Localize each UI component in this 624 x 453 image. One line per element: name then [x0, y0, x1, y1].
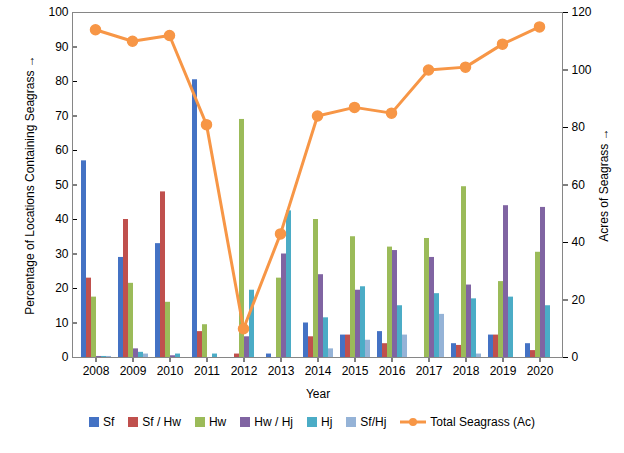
svg-text:Percentage of Locations Contai: Percentage of Locations Containing Seagr… [23, 55, 37, 315]
svg-text:2008: 2008 [83, 364, 110, 378]
svg-text:2012: 2012 [231, 364, 258, 378]
html-text:Hj: Hj [321, 415, 333, 429]
svg-text:60: 60 [572, 178, 586, 192]
svg-text:2017: 2017 [416, 364, 443, 378]
svg-text:Year: Year [306, 387, 330, 401]
svg-text:20: 20 [572, 293, 586, 307]
svg-text:2019: 2019 [490, 364, 517, 378]
svg-text:2013: 2013 [268, 364, 295, 378]
svg-text:40: 40 [572, 235, 586, 249]
html-text:Sf / Hw: Sf / Hw [142, 415, 181, 429]
html-text:Sf/Hj: Sf/Hj [360, 415, 387, 429]
svg-text:0: 0 [62, 350, 69, 364]
svg-text:40: 40 [55, 212, 69, 226]
svg-text:0: 0 [572, 350, 579, 364]
svg-text:2014: 2014 [305, 364, 332, 378]
svg-text:60: 60 [55, 143, 69, 157]
html-text:Total Seagrass (Ac): Total Seagrass (Ac) [430, 415, 535, 429]
svg-text:100: 100 [572, 63, 592, 77]
svg-text:Acres of Seagrass →: Acres of Seagrass → [597, 128, 611, 241]
html-text:Sf: Sf [102, 415, 115, 429]
svg-text:30: 30 [55, 247, 69, 261]
svg-text:2018: 2018 [453, 364, 480, 378]
svg-text:90: 90 [55, 40, 69, 54]
svg-text:2009: 2009 [120, 364, 147, 378]
svg-text:2015: 2015 [342, 364, 369, 378]
svg-text:10: 10 [55, 316, 69, 330]
svg-text:2016: 2016 [379, 364, 406, 378]
svg-text:80: 80 [55, 74, 69, 88]
svg-text:80: 80 [572, 120, 586, 134]
svg-text:2020: 2020 [527, 364, 554, 378]
svg-text:50: 50 [55, 178, 69, 192]
svg-text:120: 120 [572, 5, 592, 19]
svg-text:2010: 2010 [157, 364, 184, 378]
svg-text:20: 20 [55, 281, 69, 295]
html-text:Hw: Hw [209, 415, 227, 429]
svg-text:100: 100 [48, 5, 68, 19]
html-text:Hw / Hj: Hw / Hj [254, 415, 293, 429]
svg-text:2011: 2011 [194, 364, 220, 378]
svg-text:70: 70 [55, 109, 69, 123]
